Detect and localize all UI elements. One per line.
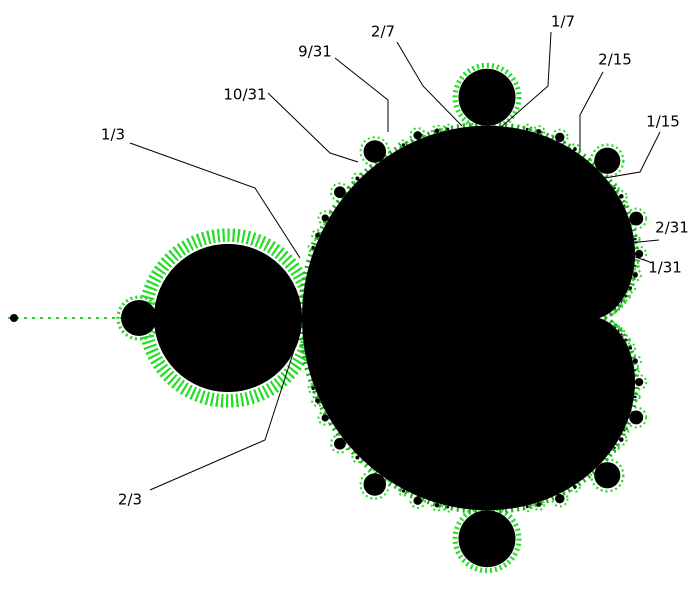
bulb: [322, 414, 329, 421]
label: 2/7: [371, 23, 395, 41]
bulb: [121, 300, 157, 336]
bulb: [526, 128, 529, 131]
label: 10/31: [223, 86, 266, 104]
bulb: [634, 396, 637, 399]
bulb: [526, 505, 529, 508]
bulb: [364, 473, 387, 496]
bulb: [536, 502, 541, 507]
bulb: [435, 503, 439, 507]
bulb: [364, 140, 387, 163]
bulb: [459, 510, 516, 567]
bulb: [624, 204, 626, 206]
bulb: [322, 214, 329, 221]
label: 1/7: [551, 13, 575, 31]
bulb: [624, 338, 626, 340]
label: 9/31: [298, 43, 332, 61]
bulb: [435, 129, 439, 133]
bulb: [573, 147, 577, 151]
bulb: [402, 489, 405, 492]
bulb: [633, 272, 638, 277]
bulb: [634, 238, 637, 241]
bulb: [618, 330, 619, 331]
bulb: [459, 69, 516, 126]
bulb: [413, 131, 422, 140]
leader-line: [335, 58, 388, 132]
bulb: [619, 437, 624, 442]
bulb: [311, 387, 314, 390]
bulb: [629, 286, 633, 290]
bulb: [611, 324, 612, 325]
label: 1/31: [648, 259, 682, 277]
bulb: [447, 127, 450, 130]
bulb: [613, 187, 615, 189]
label: 1/15: [646, 113, 680, 131]
label: 1/3: [101, 126, 125, 144]
bulb: [315, 398, 320, 403]
label: 2/3: [118, 491, 142, 509]
bulb: [154, 244, 302, 392]
bulb: [613, 447, 615, 449]
bulb: [629, 212, 643, 226]
bulb: [594, 148, 620, 174]
bulb: [594, 462, 620, 488]
bulb: [635, 378, 643, 386]
bulb: [633, 358, 638, 363]
bulb: [555, 494, 564, 503]
bulb: [536, 129, 541, 134]
bulb: [334, 438, 346, 450]
leader-line: [580, 72, 603, 150]
bulb: [573, 485, 577, 489]
bulb: [635, 250, 643, 258]
label: 2/31: [655, 219, 689, 237]
bulb: [447, 506, 450, 509]
bulb: [624, 295, 626, 297]
bulb: [315, 233, 320, 238]
bulb: [311, 246, 314, 249]
bulb: [618, 305, 619, 306]
bulb: [611, 312, 612, 313]
bulb: [413, 496, 422, 505]
bulb: [402, 143, 405, 146]
bulb: [629, 410, 643, 424]
leader-line: [397, 42, 462, 126]
bulb: [555, 133, 564, 142]
bulb: [634, 370, 636, 372]
bulb: [634, 265, 636, 267]
bulb: [619, 194, 624, 199]
bulb: [334, 186, 346, 198]
leader-line: [268, 93, 358, 162]
mini-set: [10, 314, 18, 322]
bulb: [624, 430, 626, 432]
label: 2/15: [598, 51, 632, 69]
bulb: [629, 346, 633, 350]
mandelbrot-diagram: 1/3 2/3 10/31 9/31 2/7 1/7 2/15 1/15 2/31 1/31: [0, 0, 689, 599]
